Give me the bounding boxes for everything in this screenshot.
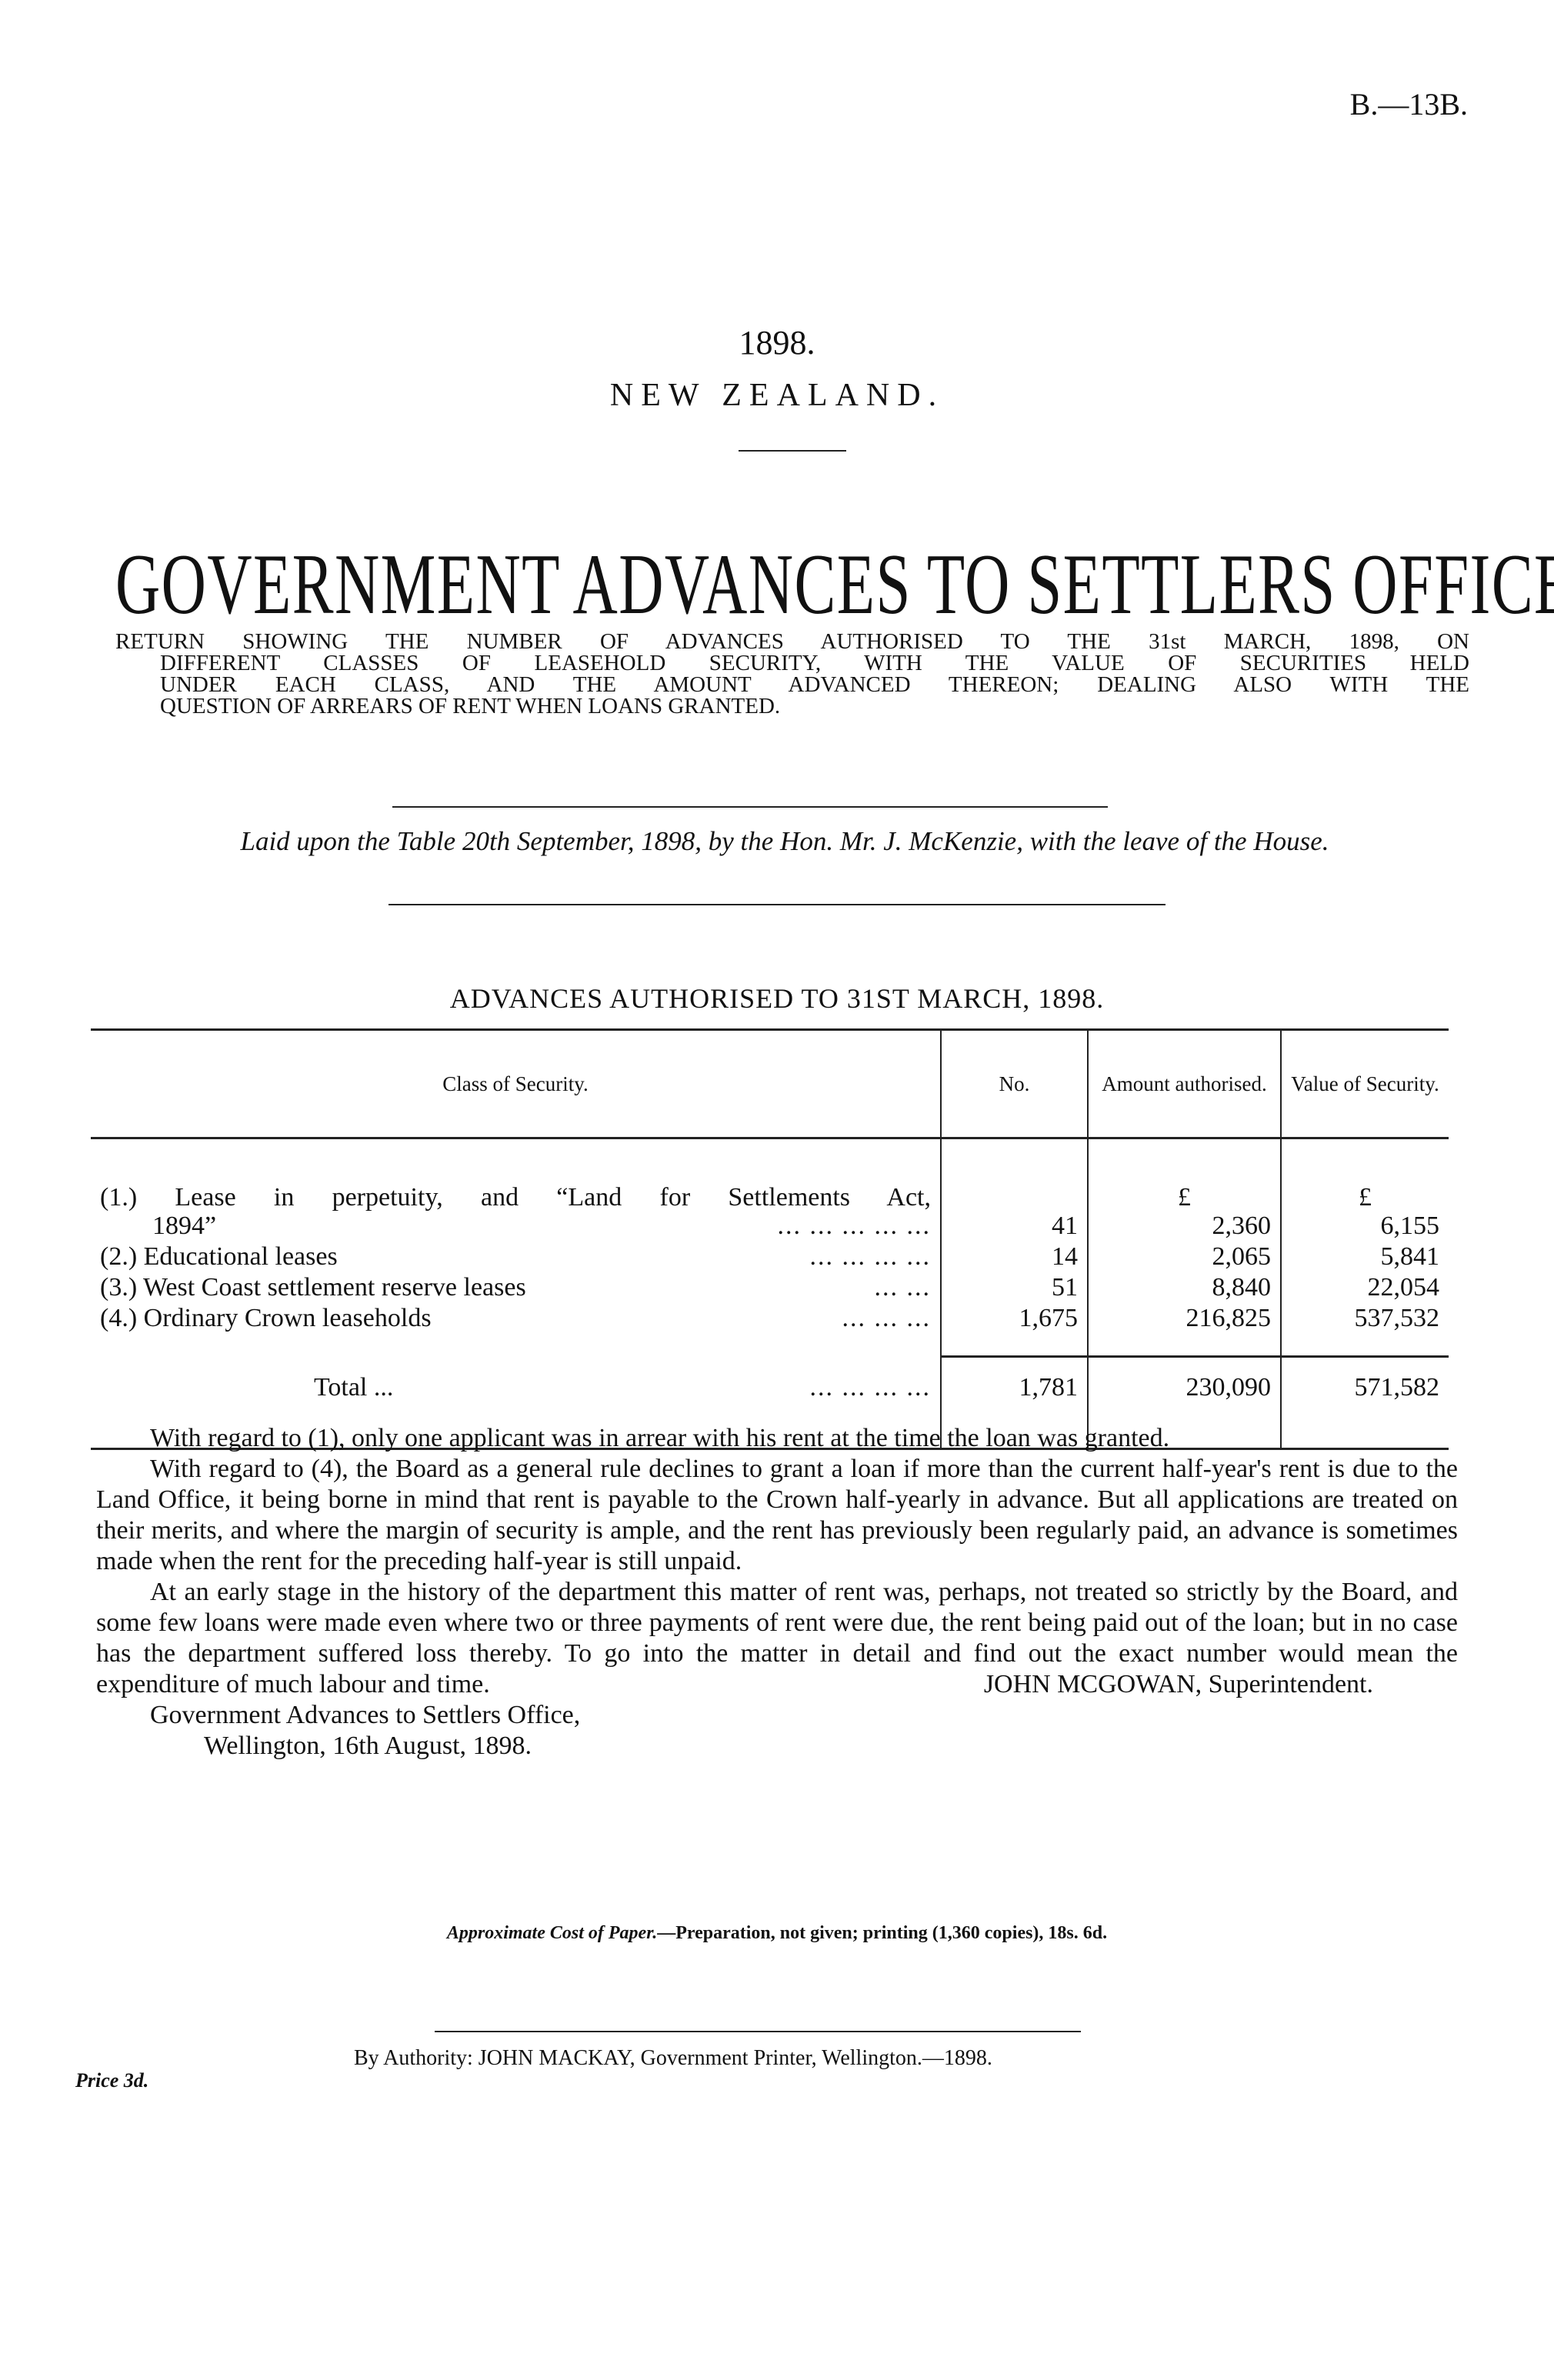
cell-amount: 216,825 — [1087, 1302, 1281, 1334]
laid-upon-table-note: Laid upon the Table 20th September, 1898… — [240, 826, 1329, 856]
row-label: (2.) Educational leases — [100, 1242, 338, 1271]
table-row: (1.) Lease in perpetuity, and “Land for … — [91, 1182, 1449, 1212]
total-label: Total ... — [314, 1372, 394, 1402]
table-row: (3.) West Coast settlement reserve lease… — [91, 1272, 1449, 1303]
paragraph: At an early stage in the history of the … — [96, 1578, 1458, 1698]
address-line: Government Advances to Settlers Office, — [150, 1701, 581, 1729]
divider — [739, 450, 846, 452]
cell-value: 5,841 — [1280, 1241, 1449, 1272]
cell-value: 537,532 — [1280, 1302, 1449, 1334]
table-caption: ADVANCES AUTHORISED TO 31ST MARCH, 1898. — [449, 983, 1105, 1014]
subtitle-line: UNDER EACH CLASS, AND THE AMOUNT ADVANCE… — [160, 672, 1469, 697]
paragraph: With regard to (4), the Board as a gener… — [96, 1455, 1458, 1575]
leader-dots: ... ... ... ... ... — [777, 1211, 931, 1240]
body-text: With regard to (1), only one applicant w… — [96, 1423, 1458, 1762]
divider — [392, 806, 1108, 808]
subtitle-line: RETURN SHOWING THE NUMBER OF ADVANCES AU… — [115, 629, 1469, 654]
header-class: Class of Security. — [91, 1028, 941, 1139]
header-no: No. — [940, 1028, 1088, 1139]
subtitle: RETURN SHOWING THE NUMBER OF ADVANCES AU… — [115, 629, 1469, 718]
leader-dots: ... ... ... ... — [809, 1242, 931, 1271]
header-value: Value of Security. — [1280, 1028, 1449, 1139]
leader-dots: ... ... ... ... — [809, 1372, 931, 1402]
title-block: GOVERNMENT ADVANCES TO SETTLERS OFFICE. — [115, 542, 1554, 628]
table-row: (4.) Ordinary Crown leaseholds ... ... ..… — [91, 1302, 1449, 1334]
cell-amount: 2,065 — [1087, 1241, 1281, 1272]
cell-no: 14 — [940, 1241, 1088, 1272]
printer-authority: By Authority: JOHN MACKAY, Government Pr… — [354, 2046, 992, 2070]
header-amount: Amount authorised. — [1087, 1028, 1281, 1139]
cell-amount: 8,840 — [1087, 1272, 1281, 1303]
row-label: (1.) Lease in perpetuity, and “Land for … — [100, 1182, 931, 1212]
subtitle-line: QUESTION OF ARREARS OF RENT WHEN LOANS G… — [160, 694, 781, 718]
cell-no: 1,675 — [940, 1302, 1088, 1334]
cost-text: —Preparation, not given; printing (1,360… — [657, 1923, 1108, 1943]
document-reference: B.—13B. — [1349, 87, 1468, 122]
divider — [388, 904, 1166, 905]
cell-amount: 2,360 — [1087, 1210, 1281, 1242]
table-row: (2.) Educational leases ... ... ... ... 1… — [91, 1241, 1449, 1272]
leader-dots: ... ... — [874, 1272, 931, 1302]
cell-value: 6,155 — [1280, 1210, 1449, 1242]
divider — [435, 2031, 1081, 2032]
total-no: 1,781 — [940, 1355, 1088, 1418]
row-label: (3.) West Coast settlement reserve lease… — [100, 1272, 526, 1302]
cell-value: 22,054 — [1280, 1272, 1449, 1303]
address-line: Wellington, 16th August, 1898. — [204, 1732, 532, 1760]
row-label: 1894” — [152, 1211, 217, 1240]
cell-no: 41 — [940, 1210, 1088, 1242]
table-total-row: Total ... ... ... ... ... 1,781 230,090 5… — [91, 1355, 1449, 1418]
cost-note: Approximate Cost of Paper.—Preparation, … — [0, 1923, 1554, 1944]
year: 1898. — [739, 324, 815, 362]
table-row: 1894” ... ... ... ... ... 41 2,360 6,155 — [91, 1210, 1449, 1242]
total-amount: 230,090 — [1087, 1355, 1281, 1418]
table-header-row: Class of Security. No. Amount authorised… — [91, 1028, 1449, 1139]
paragraph: With regard to (1), only one applicant w… — [150, 1424, 1170, 1452]
leader-dots: ... ... ... — [842, 1303, 931, 1332]
advances-table: Class of Security. No. Amount authorised… — [91, 1028, 1449, 1450]
currency-symbol: £ — [1087, 1184, 1281, 1211]
country: NEW ZEALAND. — [609, 378, 945, 413]
total-value: 571,582 — [1280, 1355, 1449, 1418]
currency-symbol: £ — [1280, 1184, 1449, 1211]
cell-no: 51 — [940, 1272, 1088, 1303]
cost-label: Approximate Cost of Paper. — [446, 1923, 658, 1943]
row-label: (4.) Ordinary Crown leaseholds — [100, 1303, 432, 1332]
document-title: GOVERNMENT ADVANCES TO SETTLERS OFFICE. — [115, 537, 1554, 632]
signature: JOHN MCGOWAN, Superintendent. — [983, 1670, 1373, 1698]
subtitle-line: DIFFERENT CLASSES OF LEASEHOLD SECURITY,… — [160, 651, 1469, 675]
price: Price 3d. — [75, 2069, 149, 2092]
